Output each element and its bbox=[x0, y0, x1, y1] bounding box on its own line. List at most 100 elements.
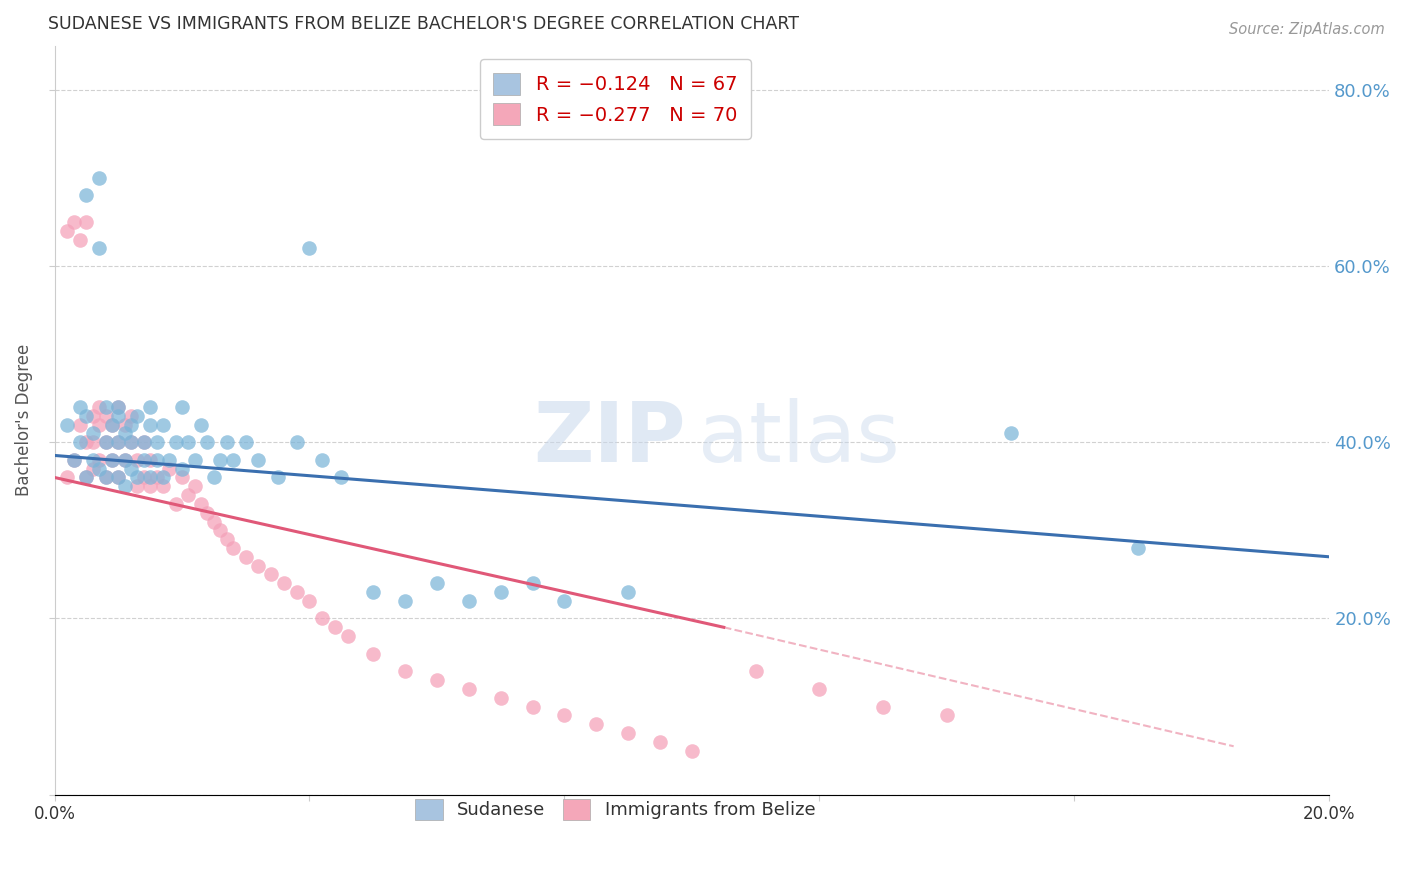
Point bbox=[114, 453, 136, 467]
Point bbox=[170, 461, 193, 475]
Point bbox=[56, 470, 79, 484]
Point bbox=[120, 435, 142, 450]
Point bbox=[107, 470, 129, 484]
Point bbox=[82, 453, 104, 467]
Point bbox=[648, 735, 671, 749]
Text: SUDANESE VS IMMIGRANTS FROM BELIZE BACHELOR'S DEGREE CORRELATION CHART: SUDANESE VS IMMIGRANTS FROM BELIZE BACHE… bbox=[48, 15, 799, 33]
Point bbox=[361, 585, 384, 599]
Point bbox=[114, 453, 136, 467]
Point bbox=[165, 497, 187, 511]
Point bbox=[209, 524, 232, 538]
Point bbox=[808, 681, 831, 696]
Point bbox=[132, 435, 155, 450]
Point bbox=[184, 479, 207, 493]
Point bbox=[94, 409, 117, 423]
Point bbox=[62, 453, 84, 467]
Point bbox=[75, 470, 97, 484]
Point bbox=[394, 665, 416, 679]
Point bbox=[127, 479, 149, 493]
Point bbox=[120, 461, 142, 475]
Point bbox=[132, 453, 155, 467]
Point bbox=[69, 417, 91, 432]
Point bbox=[202, 470, 225, 484]
Point bbox=[457, 681, 479, 696]
Point bbox=[62, 215, 84, 229]
Point bbox=[330, 470, 353, 484]
Point bbox=[101, 453, 124, 467]
Point bbox=[94, 435, 117, 450]
Point bbox=[457, 594, 479, 608]
Point bbox=[127, 470, 149, 484]
Point bbox=[311, 611, 333, 625]
Point bbox=[132, 470, 155, 484]
Point bbox=[107, 400, 129, 414]
Point bbox=[152, 417, 174, 432]
Point bbox=[107, 470, 129, 484]
Point bbox=[617, 726, 640, 740]
Point bbox=[89, 400, 111, 414]
Point bbox=[114, 479, 136, 493]
Point bbox=[222, 541, 245, 555]
Point bbox=[132, 435, 155, 450]
Point bbox=[215, 435, 238, 450]
Point bbox=[215, 532, 238, 546]
Point bbox=[94, 400, 117, 414]
Point bbox=[177, 488, 200, 502]
Point bbox=[553, 708, 575, 723]
Point bbox=[190, 417, 212, 432]
Point bbox=[82, 461, 104, 475]
Point bbox=[152, 470, 174, 484]
Point bbox=[170, 470, 193, 484]
Point bbox=[553, 594, 575, 608]
Point bbox=[247, 558, 270, 573]
Point bbox=[82, 409, 104, 423]
Point bbox=[94, 435, 117, 450]
Point bbox=[139, 417, 162, 432]
Point bbox=[75, 215, 97, 229]
Legend: Sudanese, Immigrants from Belize: Sudanese, Immigrants from Belize bbox=[408, 791, 823, 827]
Point bbox=[89, 453, 111, 467]
Point bbox=[426, 576, 449, 591]
Point bbox=[120, 435, 142, 450]
Point bbox=[62, 453, 84, 467]
Point bbox=[323, 620, 346, 634]
Point bbox=[114, 417, 136, 432]
Point bbox=[522, 576, 544, 591]
Point bbox=[273, 576, 295, 591]
Point bbox=[82, 426, 104, 441]
Point bbox=[75, 470, 97, 484]
Point bbox=[872, 699, 894, 714]
Point bbox=[75, 435, 97, 450]
Point bbox=[139, 479, 162, 493]
Point bbox=[1126, 541, 1149, 555]
Point bbox=[120, 409, 142, 423]
Point bbox=[489, 690, 512, 705]
Point bbox=[139, 453, 162, 467]
Point bbox=[184, 453, 207, 467]
Point bbox=[89, 417, 111, 432]
Point bbox=[177, 435, 200, 450]
Point bbox=[94, 470, 117, 484]
Point bbox=[744, 665, 766, 679]
Point bbox=[197, 435, 219, 450]
Text: atlas: atlas bbox=[699, 399, 900, 479]
Text: Source: ZipAtlas.com: Source: ZipAtlas.com bbox=[1229, 22, 1385, 37]
Point bbox=[69, 400, 91, 414]
Point bbox=[101, 417, 124, 432]
Point bbox=[101, 453, 124, 467]
Point bbox=[197, 506, 219, 520]
Point bbox=[935, 708, 957, 723]
Point bbox=[107, 400, 129, 414]
Point bbox=[75, 409, 97, 423]
Point bbox=[489, 585, 512, 599]
Point bbox=[266, 470, 288, 484]
Point bbox=[394, 594, 416, 608]
Y-axis label: Bachelor's Degree: Bachelor's Degree bbox=[15, 344, 32, 496]
Point bbox=[681, 744, 703, 758]
Point bbox=[127, 409, 149, 423]
Point bbox=[190, 497, 212, 511]
Point bbox=[89, 461, 111, 475]
Point bbox=[361, 647, 384, 661]
Point bbox=[89, 170, 111, 185]
Point bbox=[145, 435, 167, 450]
